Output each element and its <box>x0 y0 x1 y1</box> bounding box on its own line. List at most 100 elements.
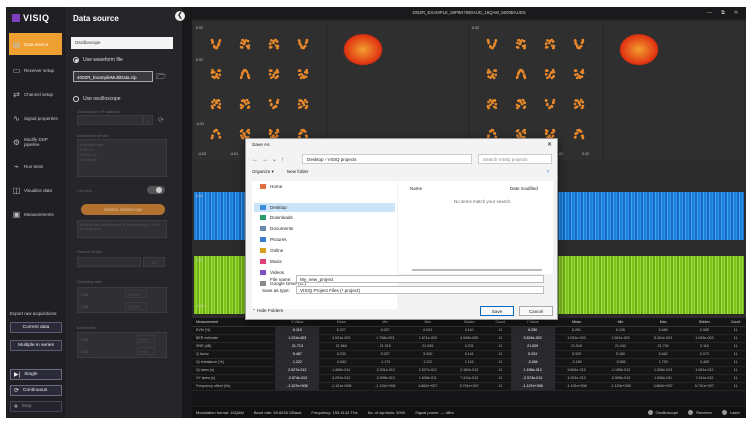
column-header[interactable]: Count <box>725 318 746 327</box>
constellation-clusters <box>486 38 585 140</box>
save-button[interactable]: Save <box>480 306 514 316</box>
save-type-select[interactable]: VISIQ Project Files (*.project) <box>296 286 544 294</box>
dialog-nav-arrows[interactable]: ←→⌄↑ <box>252 157 289 163</box>
use-oscilloscope-radio[interactable]: Use oscilloscope <box>73 96 121 102</box>
nav-run-tests[interactable]: ⌁ Run tests <box>9 155 62 177</box>
constellation-point <box>301 46 305 50</box>
table-cell: 4.531e-003 <box>319 334 364 343</box>
file-name-row: File name: My_new_project <box>270 275 544 283</box>
chevron-down-icon[interactable]: ⌄ <box>143 115 153 125</box>
table-cell: Frequency offset (Hz) <box>192 382 276 391</box>
bandwidth-ch1-value[interactable]: GHz <box>137 335 155 343</box>
single-button[interactable]: ▶| Single <box>10 369 62 380</box>
table-cell: 5.027 <box>363 350 408 359</box>
tree-item-online[interactable]: Online <box>260 248 283 253</box>
tree-item-downloads[interactable]: Downloads <box>260 215 293 220</box>
initialize-oscilloscope-button[interactable]: Initialize oscilloscope <box>81 204 165 215</box>
eye-diagram-x[interactable] <box>328 22 468 160</box>
column-date-modified[interactable]: Date modified <box>510 186 538 191</box>
column-header[interactable]: Max <box>407 318 449 327</box>
constellation-plot-y[interactable]: 0.02 0.01 0.02 <box>470 22 602 160</box>
use-waveform-radio[interactable]: Use waveform file <box>73 57 123 63</box>
nav-data-source[interactable]: ▤ Data source <box>9 33 62 55</box>
tree-item-videos[interactable]: Videos <box>260 270 284 275</box>
tree-label: Videos <box>270 270 284 275</box>
continuous-label: Continuous <box>23 388 48 393</box>
nav-modify-dsp-pipeline[interactable]: ⚙ Modify DSP pipeline <box>9 131 62 153</box>
tree-item-music[interactable]: Music <box>260 259 282 264</box>
record-length-input[interactable] <box>77 257 141 267</box>
column-header[interactable]: Count <box>489 318 511 327</box>
hide-folders-toggle[interactable]: ⌃ Hide Folders <box>252 308 283 314</box>
horizontal-scrollbar[interactable] <box>412 269 542 271</box>
constellation-points <box>486 38 585 140</box>
column-header[interactable]: Max <box>642 318 684 327</box>
organize-button[interactable]: Organize ▾ <box>252 169 274 174</box>
current-data-button[interactable]: Current data <box>10 322 62 333</box>
table-cell: 0.085 <box>683 326 726 335</box>
nav-signal-properties[interactable]: ∿ Signal properties <box>9 107 62 129</box>
stop-button[interactable]: ■ Stop <box>10 401 62 412</box>
record-length-unit[interactable]: 1M <box>143 257 165 267</box>
continuous-button[interactable]: ⟳ Continuous <box>10 385 62 396</box>
x-tick: 0.01 <box>556 152 563 156</box>
constellation-point <box>246 39 250 43</box>
collapse-panel-icon[interactable]: ❮ <box>175 11 185 21</box>
column-header[interactable]: Mean <box>554 318 599 327</box>
waveform-file-field[interactable]: 400ZR_ExampleMultiData.zip <box>73 71 153 82</box>
instrument-line: Firmware: <box>80 157 98 162</box>
nav-visualize-data[interactable]: ◫ Visualize data <box>9 179 62 201</box>
sampling-ch2-value[interactable]: 0.0GS/s <box>125 302 147 310</box>
multiple-in-series-button[interactable]: Multiple in series <box>10 340 62 351</box>
table-cell: -1.107e+008 <box>510 382 555 391</box>
osc-ip-input[interactable] <box>77 115 153 125</box>
refresh-icon[interactable]: ⟳ <box>158 117 164 124</box>
close-icon[interactable]: ✕ <box>546 142 552 148</box>
table-row: IQ imbalance (%) 1.222 -0.840 -1.179 1.222 1.… <box>192 358 746 367</box>
path-bar[interactable]: Desktop › VISIQ projects <box>302 154 472 164</box>
nav-channel-setup[interactable]: ⇄ Channel setup <box>9 83 62 105</box>
nav-measurements[interactable]: ▣ Measurements <box>9 203 62 225</box>
folder-open-icon[interactable]: 🗁 <box>156 72 166 81</box>
new-folder-button[interactable]: New folder <box>287 169 309 174</box>
column-header[interactable]: X Value <box>275 318 320 327</box>
constellation-point <box>545 76 549 80</box>
osc-ip-label: Oscilloscope IP address <box>77 109 120 114</box>
constellation-point <box>240 75 243 78</box>
table-cell: 11 <box>725 358 746 367</box>
sampling-ch1-value[interactable]: 0.0GS/s <box>125 290 147 298</box>
search-input[interactable]: Search VISIQ projects <box>478 154 552 164</box>
column-header[interactable]: Min <box>363 318 408 327</box>
table-cell: 2.527e-012 <box>407 366 449 375</box>
tree-item-pictures[interactable]: Pictures <box>260 237 287 242</box>
column-header[interactable]: Y Value <box>510 318 555 327</box>
tree-item-desktop[interactable]: Desktop <box>254 203 395 212</box>
constellation-point <box>487 100 490 104</box>
column-header[interactable]: Stddev <box>683 318 726 327</box>
constellation-point <box>487 75 490 78</box>
column-header[interactable]: Min <box>598 318 643 327</box>
column-header[interactable]: Mean <box>319 318 364 327</box>
connect-toggle[interactable] <box>147 186 165 194</box>
constellation-point <box>552 128 555 132</box>
tree-item-home[interactable]: Home <box>260 184 282 189</box>
help-icon[interactable]: ? <box>546 169 549 174</box>
column-name[interactable]: Name <box>410 186 423 191</box>
tree-item-documents[interactable]: Documents <box>260 226 293 231</box>
table-cell: 11 <box>489 342 511 351</box>
constellation-plot-x[interactable]: 0.02 0.01 -0.01 -0.02 -0.01 <box>194 22 326 160</box>
bandwidth-ch2-value[interactable]: GHz <box>137 347 155 355</box>
constellation-point <box>520 39 524 42</box>
eye-diagram-y[interactable] <box>604 22 744 160</box>
data-source-icon: ▤ <box>12 39 21 49</box>
tree-item-google-drive[interactable]: Google Drive (G:) <box>260 281 306 286</box>
column-header[interactable]: Stddev <box>448 318 490 327</box>
nav-receiver-setup[interactable]: ▭ Receiver setup <box>9 59 62 81</box>
source-dropdown[interactable]: Oscilloscope <box>71 37 173 49</box>
x-tick: 0.02 <box>582 152 589 156</box>
cancel-button[interactable]: Cancel <box>519 306 553 316</box>
window-controls[interactable]: — ⧉ ✕ <box>706 10 742 16</box>
file-name-input[interactable]: My_new_project <box>296 275 544 283</box>
column-header[interactable]: Measurement <box>192 318 276 327</box>
table-cell: -2.531e-012 <box>363 366 408 375</box>
